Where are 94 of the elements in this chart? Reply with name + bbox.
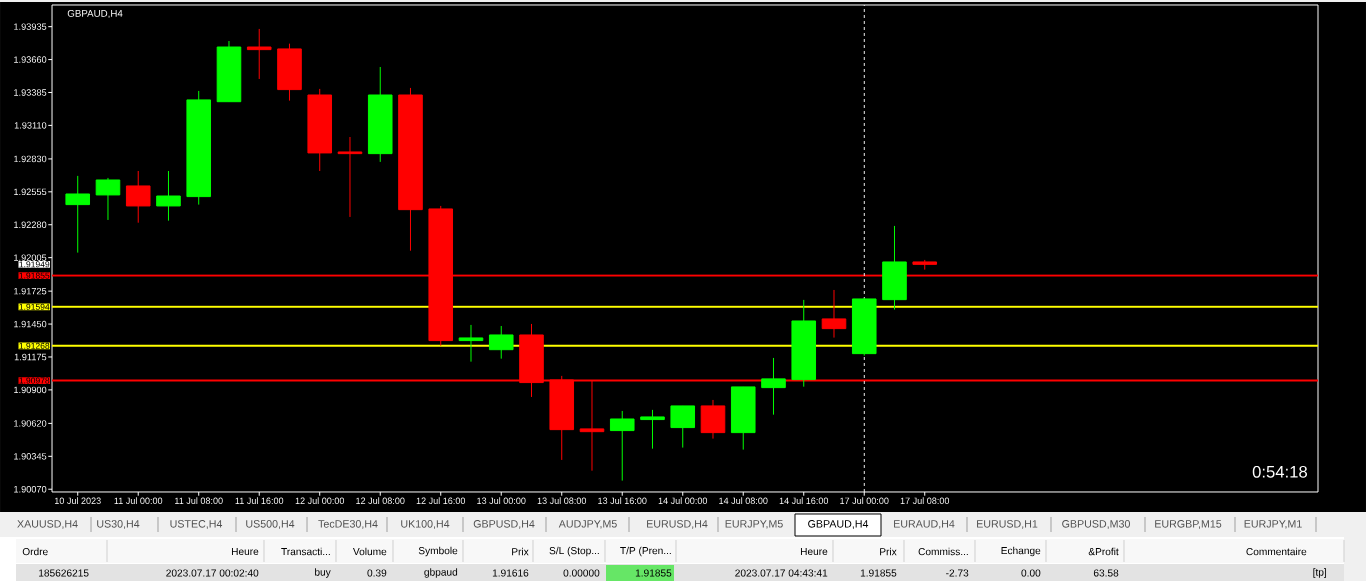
y-tick-label: 1.90070: [14, 485, 47, 493]
y-tick-label: 1.93385: [14, 89, 47, 96]
ref-line-label: 1.90978: [19, 377, 50, 384]
text: TecDE30,H4: [318, 520, 378, 529]
y-tick-label: 1.92280: [14, 221, 47, 228]
x-tick-label: 12 Jul 00:00: [295, 497, 345, 504]
x-tick-label: 11 Jul 08:00: [175, 497, 223, 504]
chart-title: GBPAUD,H4: [67, 9, 123, 18]
text: EURJPY,M5: [725, 520, 783, 529]
x-tick-label: 13 Jul 16:00: [598, 497, 647, 504]
text: EURUSD,H1: [977, 520, 1038, 529]
text: XAUUSD,H4: [17, 520, 78, 529]
candlestick: [488, 325, 514, 360]
text: US30,H4: [97, 520, 140, 529]
text: Volume: [352, 547, 387, 556]
x-tick-label: 13 Jul 08:00: [537, 497, 587, 504]
text: Commentaire: [1246, 547, 1307, 556]
x-tick-label: 14 Jul 08:00: [719, 497, 768, 504]
y-tick-label: 1.91725: [14, 287, 47, 295]
text: EURAUD,H4: [894, 520, 955, 529]
y-tick-label: 1.93935: [14, 23, 47, 30]
y-tick-label: 1.91450: [14, 320, 47, 328]
y-tick-label: 1.90345: [14, 453, 47, 460]
x-tick-label: 10 Jul 2023: [54, 497, 101, 504]
x-tick-label: 12 Jul 16:00: [416, 497, 466, 504]
text: GBPUSD,M30: [1062, 520, 1130, 529]
text: GBPUSD,H4: [473, 520, 535, 529]
ref-line-label: 1.91268: [19, 342, 50, 349]
text: T/P (Pren...: [620, 546, 671, 557]
text: -2.73: [946, 569, 969, 577]
text: Transacti...: [281, 547, 330, 556]
y-tick-label: 1.93110: [14, 122, 47, 129]
candlestick: [337, 136, 363, 218]
x-tick-label: 11 Jul 00:00: [114, 497, 163, 504]
text: Prix: [512, 547, 529, 556]
x-tick-label: 11 Jul 16:00: [235, 497, 284, 504]
text: 1.91855: [635, 569, 672, 577]
text: 2023.07.17 00:02:40: [166, 569, 259, 577]
candlestick: [761, 357, 786, 416]
text: S/L (Stop...: [549, 546, 599, 557]
text: 63.58: [1093, 569, 1119, 577]
text: Heure: [231, 547, 259, 556]
text: buy: [315, 568, 331, 578]
text: GBPAUD,H4: [808, 520, 869, 529]
x-tick-label: 13 Jul 00:00: [477, 497, 526, 504]
text: Heure: [800, 547, 828, 556]
text: Ordre: [22, 547, 48, 556]
text: 1.91855: [860, 569, 897, 577]
text: EURJPY,M1: [1244, 520, 1302, 529]
text: 0.00: [1021, 569, 1041, 577]
text: Echange: [1001, 546, 1041, 557]
text: UK100,H4: [401, 520, 450, 529]
candlestick: [125, 170, 151, 224]
y-tick-label: 1.92005: [14, 254, 47, 261]
ref-line-label: 1.91594: [19, 303, 50, 310]
candlestick: [609, 410, 635, 482]
candlestick: [156, 170, 181, 222]
text: Prix: [880, 547, 897, 556]
y-tick-label: 1.92555: [14, 188, 47, 196]
text: 0.39: [367, 569, 387, 577]
x-tick-label: 12 Jul 08:00: [356, 497, 405, 504]
text: 1.91949: [19, 261, 50, 268]
x-tick-label: 14 Jul 16:00: [779, 497, 829, 504]
text: 0:54:18: [1252, 465, 1308, 478]
y-tick-label: 1.90900: [14, 386, 47, 394]
text: US500,H4: [246, 520, 295, 529]
text: USTEC,H4: [170, 520, 223, 529]
candlestick: [670, 405, 696, 449]
text: 185626215: [39, 569, 89, 577]
x-tick-label: 14 Jul 00:00: [658, 497, 708, 504]
x-tick-label: 17 Jul 00:00: [840, 497, 889, 504]
text: 0.00000: [563, 569, 600, 577]
candlestick: [246, 28, 272, 80]
text: gbpaud: [424, 568, 458, 578]
ref-line-label: 1.91855: [19, 272, 50, 279]
candlestick: [458, 324, 484, 363]
candlestick: [640, 409, 665, 450]
candlestick: [95, 177, 121, 221]
text: &Profit: [1088, 547, 1119, 556]
y-tick-label: 1.93660: [14, 56, 47, 63]
text: Commiss...: [918, 547, 968, 556]
y-tick-label: 1.91175: [14, 353, 47, 361]
text: 2023.07.17 04:43:41: [735, 569, 828, 577]
text: EURUSD,H4: [647, 520, 708, 529]
x-tick-label: 17 Jul 08:00: [900, 497, 950, 504]
candlestick: [65, 175, 91, 254]
candlestick: [821, 289, 847, 339]
text: 1.91616: [492, 569, 529, 577]
text: AUDJPY,M5: [558, 520, 617, 529]
y-tick-label: 1.90620: [14, 420, 47, 427]
text: EURGBP,M15: [1155, 520, 1222, 529]
y-tick-label: 1.92830: [14, 155, 47, 163]
text: Symbole: [418, 546, 458, 557]
text: [tp]: [1313, 568, 1327, 578]
